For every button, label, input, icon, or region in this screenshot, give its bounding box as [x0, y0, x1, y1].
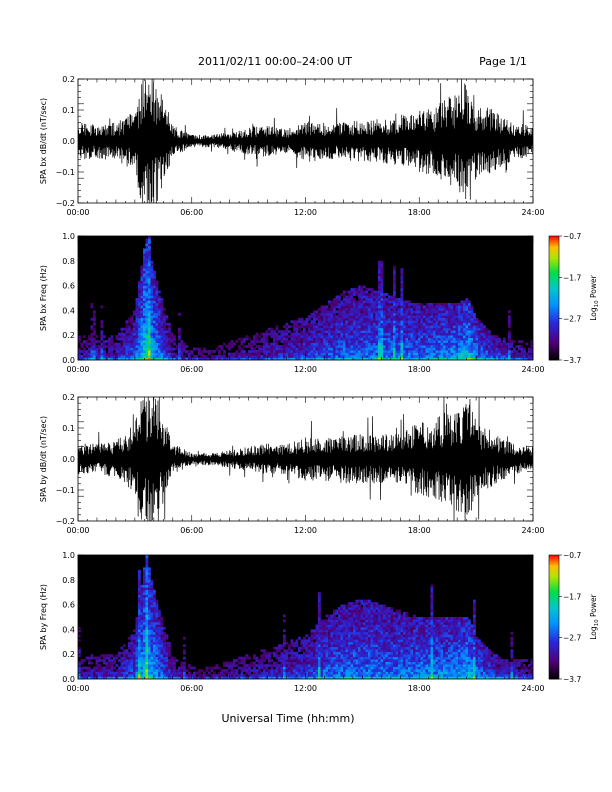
y-tick-label: 0.2 [62, 393, 75, 402]
x-axis-title: Universal Time (hh:mm) [222, 712, 355, 725]
colorbar-label: Log10 Power [589, 593, 600, 639]
x-tick-label: 06:00 [180, 365, 203, 374]
colorbar-tick-label: −2.7 [563, 634, 581, 643]
y-tick-label: 0.0 [62, 455, 75, 464]
panels-group: 00:00 06:00 12:00 18:00 24:00 0.2 0.1 0.0 −0.1 −0… [39, 75, 600, 693]
x-tick-label: 06:00 [180, 526, 203, 535]
colorbar-tick-label: −2.7 [563, 315, 581, 324]
x-tick-label: 00:00 [66, 684, 89, 693]
y-axis-title: SPA by Freq (Hz) [39, 584, 48, 650]
x-tick-label: 06:00 [180, 208, 203, 217]
y-axis-title: SPA bx Freq (Hz) [39, 265, 48, 331]
colorbar-tick-label: −0.7 [563, 551, 581, 560]
x-tick-label: 18:00 [408, 208, 431, 217]
y-tick-label: 0.6 [62, 601, 75, 610]
y-axis-title: SPA by dB/dt (nT/sec) [39, 416, 48, 502]
panel-bx-spectrogram: −0.7 −1.7 −2.7 −3.7 Log10 Power 00:00 06:00 12:… [39, 232, 600, 374]
y-tick-label: 0.4 [62, 306, 75, 315]
x-tick-label: 00:00 [66, 526, 89, 535]
y-tick-label: 0.8 [62, 257, 75, 266]
y-tick-label: 0.1 [62, 106, 75, 115]
colorbar-tick-label: −1.7 [563, 592, 581, 601]
y-tick-label: 0.8 [62, 576, 75, 585]
colorbar-tick-label: −3.7 [563, 356, 581, 365]
x-tick-label: 12:00 [294, 208, 317, 217]
y-tick-label: 0.6 [62, 282, 75, 291]
x-tick-label: 24:00 [521, 365, 544, 374]
y-tick-label: −0.1 [56, 168, 75, 177]
y-tick-label: 0.0 [62, 137, 75, 146]
y-tick-label: 0.4 [62, 625, 75, 634]
spectrogram-cells-bx-spectrogram [78, 236, 534, 361]
panel-by-spectrogram: −0.7 −1.7 −2.7 −3.7 Log10 Power 00:00 06:00 12:… [39, 551, 600, 693]
y-tick-label: 0.2 [62, 650, 75, 659]
x-tick-label: 24:00 [521, 526, 544, 535]
x-tick-label: 18:00 [408, 365, 431, 374]
y-tick-label: 1.0 [62, 232, 75, 241]
panel-by-dbdt: 00:00 06:00 12:00 18:00 24:00 0.2 0.1 0.0 −0.1 −0… [39, 393, 545, 535]
y-tick-label: −0.2 [56, 517, 75, 526]
x-tick-label: 06:00 [180, 684, 203, 693]
colorbar-label: Log10 Power [589, 274, 600, 320]
x-tick-label: 12:00 [294, 526, 317, 535]
x-tick-label: 12:00 [294, 365, 317, 374]
x-tick-label: 18:00 [408, 526, 431, 535]
y-tick-label: 0.0 [62, 675, 75, 684]
y-tick-label: −0.1 [56, 486, 75, 495]
x-tick-label: 24:00 [521, 684, 544, 693]
x-tick-label: 00:00 [66, 365, 89, 374]
dbdt-trace-bx-dbdt [78, 79, 533, 203]
y-tick-label: −0.2 [56, 199, 75, 208]
dbdt-trace-by-dbdt [78, 397, 533, 521]
x-tick-label: 12:00 [294, 684, 317, 693]
colorbar-tick-label: −3.7 [563, 675, 581, 684]
colorbar-tick-label: −1.7 [563, 273, 581, 282]
panel-bx-dbdt: 00:00 06:00 12:00 18:00 24:00 0.2 0.1 0.0 −0.1 −0… [39, 75, 545, 217]
y-tick-label: 1.0 [62, 551, 75, 560]
y-axis-title: SPA bx dB/dt (nT/sec) [39, 98, 48, 184]
y-tick-label: 0.2 [62, 331, 75, 340]
x-tick-label: 18:00 [408, 684, 431, 693]
x-tick-label: 00:00 [66, 208, 89, 217]
figure-title: 2011/02/11 00:00–24:00 UT [198, 55, 352, 68]
y-tick-label: 0.1 [62, 424, 75, 433]
x-tick-label: 24:00 [521, 208, 544, 217]
colorbar-by-spectrogram: −0.7 −1.7 −2.7 −3.7 Log10 Power [548, 551, 600, 684]
colorbar-tick-label: −0.7 [563, 232, 581, 241]
y-tick-label: 0.0 [62, 356, 75, 365]
page-indicator: Page 1/1 [479, 55, 527, 68]
colorbar-bx-spectrogram: −0.7 −1.7 −2.7 −3.7 Log10 Power [548, 232, 600, 365]
spectrogram-cells-by-spectrogram [78, 555, 534, 680]
y-tick-label: 0.2 [62, 75, 75, 84]
